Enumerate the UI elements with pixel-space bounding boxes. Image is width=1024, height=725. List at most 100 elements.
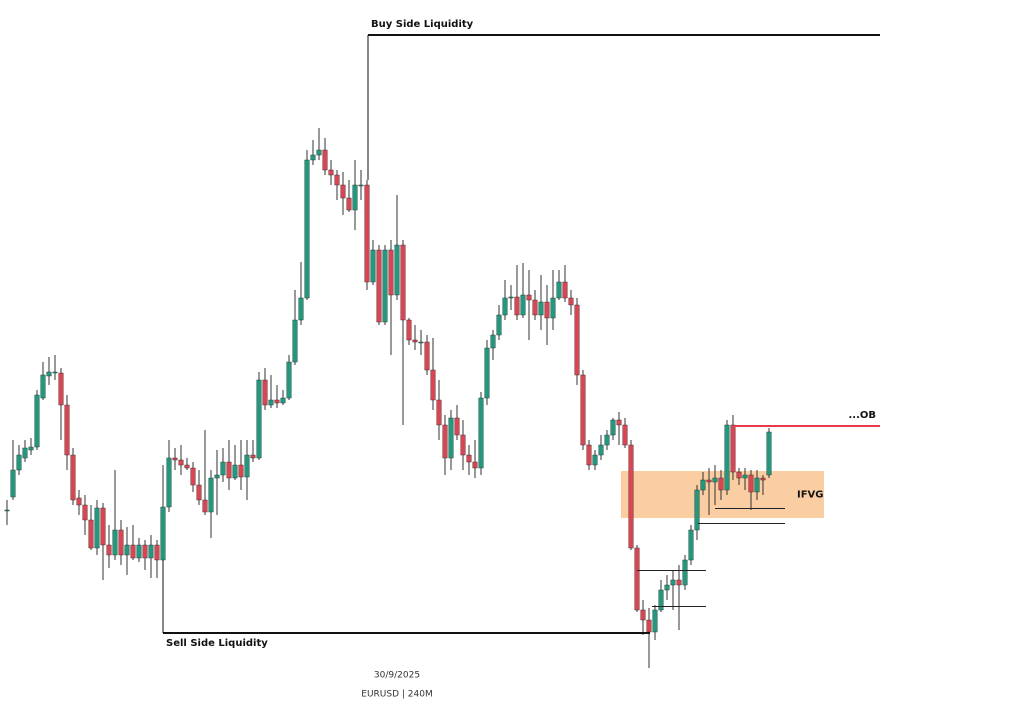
candle-body: [94, 507, 100, 549]
candle-body: [472, 461, 478, 469]
candle-body: [610, 419, 616, 436]
level-label: Sell Side Liquidity: [166, 638, 268, 649]
level-label: Buy Side Liquidity: [371, 19, 474, 30]
candle-body: [100, 507, 106, 546]
candle-body: [598, 444, 604, 456]
candle-body: [34, 394, 40, 448]
candle-body: [520, 294, 526, 316]
candle-body: [274, 399, 280, 404]
candle-body: [394, 244, 400, 296]
candle-body: [388, 249, 394, 296]
candle-body: [70, 454, 76, 501]
candle-body: [628, 444, 634, 549]
candle-body: [706, 479, 712, 483]
candle-body: [10, 469, 16, 498]
candle-body: [268, 399, 274, 406]
candle-body: [646, 619, 652, 633]
candle-body: [544, 301, 550, 319]
candle-body: [724, 424, 730, 491]
candle-body: [286, 361, 292, 399]
candle-body: [190, 467, 196, 486]
candle-body: [64, 404, 70, 456]
candle-body: [658, 589, 664, 611]
candle-body: [676, 579, 682, 586]
candle-body: [532, 299, 538, 316]
candle-body: [466, 454, 472, 463]
candle-body: [742, 474, 748, 479]
candle-body: [376, 249, 382, 323]
candle-body: [232, 464, 238, 479]
date-label: 30/9/2025: [374, 671, 420, 681]
candle-body: [406, 319, 412, 341]
candle-body: [580, 374, 586, 446]
candle-body: [766, 431, 772, 476]
candle-body: [142, 544, 148, 559]
candle-body: [4, 509, 10, 512]
candle-body: [148, 544, 154, 559]
candle-body: [208, 477, 214, 513]
candle-body: [352, 184, 358, 211]
candle-body: [730, 424, 736, 473]
candle-body: [52, 371, 58, 374]
candle-body: [298, 297, 304, 321]
candle-body: [454, 417, 460, 436]
candle-body: [130, 544, 136, 559]
candle-body: [280, 397, 286, 404]
candle-body: [616, 419, 622, 426]
candle-body: [40, 374, 46, 399]
candle-body: [28, 446, 34, 451]
candle-body: [400, 244, 406, 321]
candle-body: [340, 184, 346, 199]
candle-body: [604, 434, 610, 446]
candle-body: [424, 341, 430, 371]
candle-body: [58, 372, 64, 406]
candle-body: [256, 379, 262, 459]
candle-body: [562, 281, 568, 299]
candle-body: [172, 457, 178, 461]
candle-body: [22, 447, 28, 459]
level-label: ...OB: [848, 410, 876, 421]
candle-body: [754, 477, 760, 493]
candle-body: [760, 477, 766, 481]
candle-body: [622, 424, 628, 446]
candle-body: [304, 159, 310, 299]
candle-body: [634, 547, 640, 611]
candle-body: [46, 371, 52, 377]
candle-body: [478, 397, 484, 469]
candle-body: [688, 529, 694, 561]
candle-body: [244, 454, 250, 478]
candle-body: [682, 559, 688, 586]
candle-body: [694, 489, 700, 531]
candle-body: [250, 454, 256, 459]
candle-body: [322, 149, 328, 171]
candle-body: [124, 544, 130, 556]
candle-body: [664, 584, 670, 591]
candle-body: [238, 464, 244, 478]
symbol-label: EURUSD | 240M: [361, 690, 432, 700]
candle-body: [514, 296, 520, 316]
candle-body: [568, 297, 574, 306]
candle-body: [652, 609, 658, 633]
candle-body: [556, 281, 562, 299]
candle-body: [364, 184, 370, 283]
candle-body: [586, 444, 592, 466]
candle-body: [490, 334, 496, 349]
candle-body: [460, 434, 466, 456]
candle-body: [436, 399, 442, 426]
candle-body: [670, 579, 676, 586]
candle-body: [112, 529, 118, 556]
candle-body: [106, 544, 112, 556]
candle-body: [418, 341, 424, 344]
candle-body: [502, 297, 508, 316]
plot: IFVG: [4, 128, 824, 668]
candle-body: [640, 609, 646, 621]
candle-body: [202, 499, 208, 513]
candle-body: [16, 454, 22, 471]
helper-lines: [637, 508, 785, 607]
candle-body: [328, 169, 334, 176]
candle-body: [154, 544, 160, 561]
candle-body: [226, 461, 232, 479]
candle-body: [358, 184, 364, 187]
candle-body: [550, 297, 556, 319]
